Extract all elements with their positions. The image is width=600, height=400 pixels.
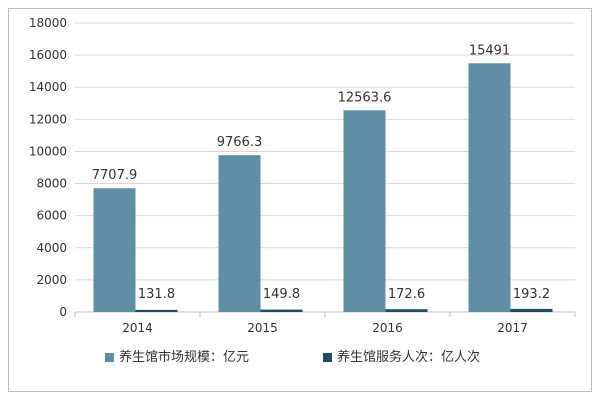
legend: 养生馆市场规模：亿元 养生馆服务人次：亿人次 — [105, 349, 480, 365]
y-tick-label: 0 — [59, 305, 67, 319]
y-tick-label: 6000 — [36, 209, 67, 223]
bar-market-size — [468, 63, 511, 313]
y-axis: 0 2000 4000 6000 8000 10000 12000 14000 16000 180… — [29, 16, 67, 319]
data-label: 193.2 — [513, 287, 550, 302]
x-tick-label: 2014 — [122, 321, 153, 335]
bars: 7707.9 131.8 9766.3 149.8 12563.6 172.6 15491 1… — [92, 43, 553, 313]
data-label: 9766.3 — [217, 135, 263, 150]
x-tick-label: 2017 — [497, 321, 528, 335]
y-tick-label: 4000 — [36, 241, 67, 255]
data-label: 149.8 — [263, 287, 300, 302]
x-tick-label: 2016 — [372, 321, 403, 335]
bar-service-count — [510, 308, 553, 312]
bar-market-size — [218, 155, 261, 312]
bar-market-size — [93, 188, 136, 312]
y-tick-label: 2000 — [36, 273, 67, 287]
legend-swatch — [105, 353, 114, 362]
y-tick-label: 16000 — [29, 48, 67, 62]
y-tick-label: 12000 — [29, 112, 67, 126]
legend-label: 养生馆服务人次：亿人次 — [337, 349, 480, 365]
x-axis: 2014 2015 2016 2017 — [74, 311, 576, 335]
y-tick-label: 14000 — [29, 80, 67, 94]
bar-chart: 0 2000 4000 6000 8000 10000 12000 14000 16000 180… — [29, 16, 576, 365]
y-tick-label: 18000 — [29, 16, 67, 30]
data-label: 172.6 — [388, 287, 425, 302]
bar-service-count — [260, 309, 303, 312]
legend-swatch — [323, 353, 332, 362]
data-label: 12563.6 — [338, 90, 392, 105]
bar-service-count — [385, 309, 428, 312]
bar-service-count — [135, 309, 178, 312]
y-tick-label: 10000 — [29, 144, 67, 158]
legend-label: 养生馆市场规模：亿元 — [119, 349, 249, 365]
grid-lines — [75, 22, 575, 313]
y-tick-label: 8000 — [36, 177, 67, 191]
data-label: 131.8 — [138, 287, 175, 302]
chart-frame: 0 2000 4000 6000 8000 10000 12000 14000 16000 180… — [8, 8, 592, 392]
data-label: 15491 — [469, 43, 510, 58]
data-label: 7707.9 — [92, 168, 138, 183]
x-tick-label: 2015 — [247, 321, 278, 335]
bar-market-size — [343, 110, 386, 312]
